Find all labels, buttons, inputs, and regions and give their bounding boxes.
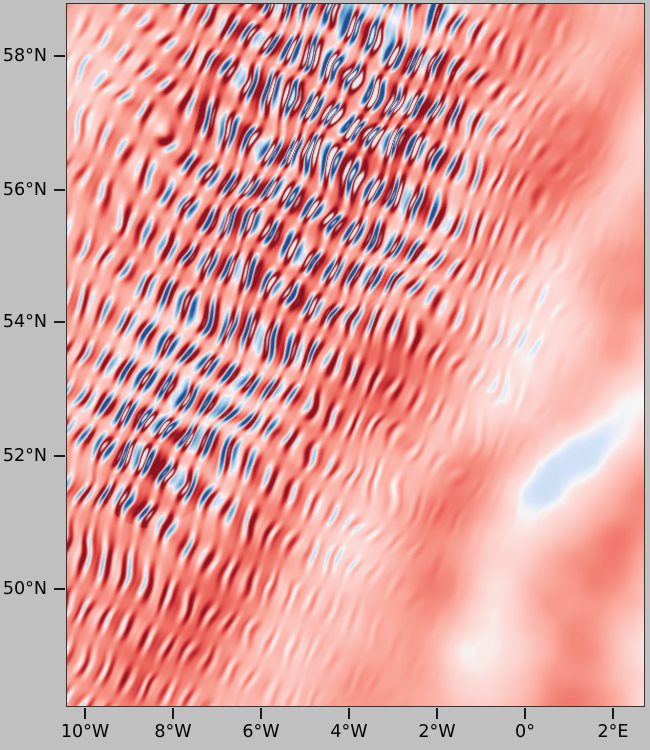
y-tick-mark	[54, 588, 65, 590]
x-tick-mark	[172, 708, 174, 719]
x-tick-mark	[348, 708, 350, 719]
x-tick-label: 4°W	[330, 722, 368, 742]
x-tick-label: 2°E	[597, 722, 629, 742]
y-tick-label: 52°N	[2, 446, 47, 466]
x-tick-label: 8°W	[154, 722, 192, 742]
anomaly-field-heatmap	[67, 4, 644, 706]
x-tick-label: 6°W	[242, 722, 280, 742]
x-tick-mark	[84, 708, 86, 719]
x-tick-label: 2°W	[418, 722, 456, 742]
y-tick-mark	[54, 321, 65, 323]
y-tick-mark	[54, 55, 65, 57]
x-tick-label: 0°	[515, 722, 535, 742]
x-tick-label: 10°W	[60, 722, 110, 742]
y-tick-label: 54°N	[2, 312, 47, 332]
x-tick-mark	[260, 708, 262, 719]
x-tick-mark	[436, 708, 438, 719]
y-tick-mark	[54, 189, 65, 191]
x-tick-mark	[524, 708, 526, 719]
y-tick-label: 50°N	[2, 579, 47, 599]
y-tick-label: 56°N	[2, 180, 47, 200]
map-axes[interactable]	[66, 3, 645, 707]
y-tick-mark	[54, 455, 65, 457]
x-tick-mark	[612, 708, 614, 719]
y-tick-label: 58°N	[2, 46, 47, 66]
